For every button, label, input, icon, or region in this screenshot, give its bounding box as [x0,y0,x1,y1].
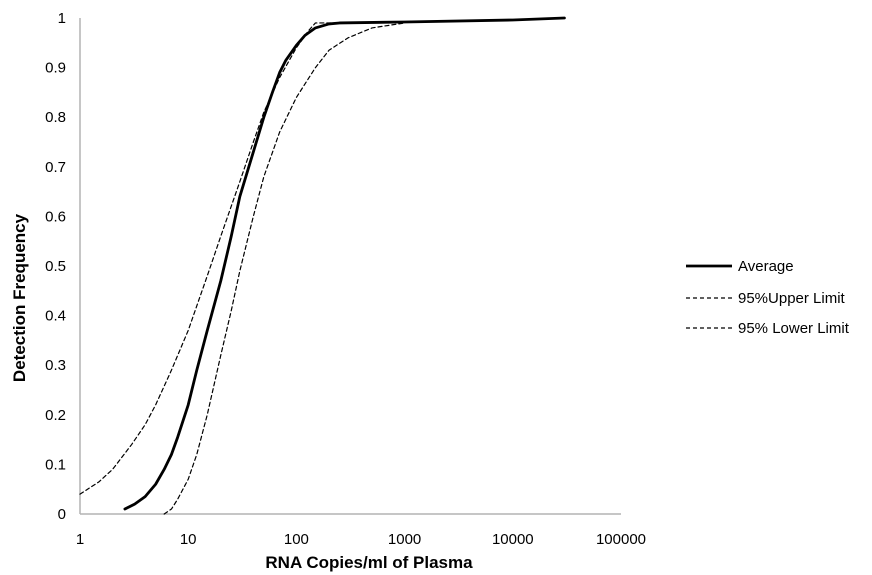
series-line-3 [163,22,406,515]
x-axis-ticks: 1 10 100 1000 10000 100000 [76,531,646,548]
y-tick-label: 0.3 [45,357,66,374]
plot-area: 0 0.1 0.2 0.3 0.4 0.5 0.6 0.7 0.8 0.9 1 1 10 100 1000… [45,10,646,548]
y-tick-label: 0.8 [45,109,66,126]
legend: Average 95%Upper Limit 95% Lower Limit [686,258,850,337]
y-tick-label: 0.9 [45,60,66,77]
x-tick-label: 10000 [492,531,534,548]
y-tick-label: 0.1 [45,456,66,473]
x-tick-label: 100000 [596,531,646,548]
x-axis-title: RNA Copies/ml of Plasma [265,553,473,572]
y-tick-label: 0.6 [45,208,66,225]
series-lines [79,16,566,515]
legend-label: 95%Upper Limit [738,290,846,307]
y-axis-ticks: 0 0.1 0.2 0.3 0.4 0.5 0.6 0.7 0.8 0.9 1 [45,10,66,523]
y-tick-label: 0 [58,506,66,523]
x-tick-label: 10 [180,531,197,548]
y-tick-label: 0.2 [45,407,66,424]
y-axis-title: Detection Frequency [10,213,29,382]
x-tick-label: 1 [76,531,84,548]
legend-label: Average [738,258,794,275]
series-line-2 [79,21,406,495]
legend-label: 95% Lower Limit [738,320,850,337]
series-line-1 [123,16,566,511]
y-tick-label: 1 [58,10,66,27]
y-tick-label: 0.7 [45,159,66,176]
x-tick-label: 100 [284,531,309,548]
y-tick-label: 0.4 [45,308,66,325]
y-tick-label: 0.5 [45,258,66,275]
x-tick-label: 1000 [388,531,421,548]
